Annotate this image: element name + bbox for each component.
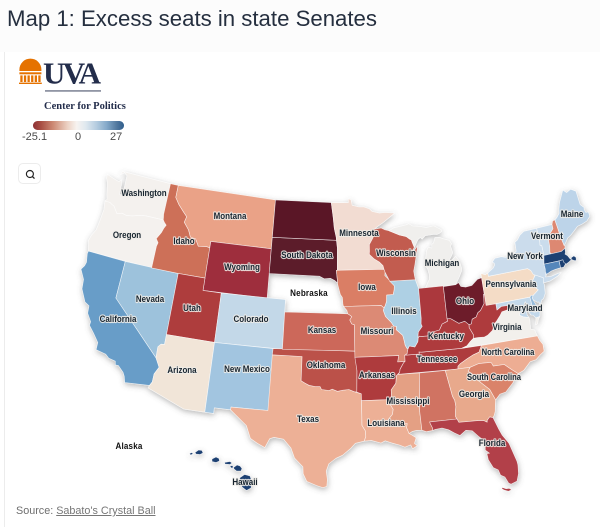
- svg-text:Hawaii: Hawaii: [232, 476, 257, 487]
- svg-text:Maryland: Maryland: [507, 302, 542, 313]
- svg-text:New Mexico: New Mexico: [224, 363, 270, 374]
- svg-text:Missouri: Missouri: [361, 325, 394, 336]
- svg-text:Ohio: Ohio: [456, 295, 475, 306]
- svg-text:Minnesota: Minnesota: [339, 227, 379, 238]
- svg-text:Alaska: Alaska: [115, 440, 142, 451]
- svg-text:Colorado: Colorado: [233, 313, 269, 324]
- svg-text:Arkansas: Arkansas: [359, 369, 395, 380]
- svg-text:Florida: Florida: [479, 437, 506, 448]
- svg-text:New York: New York: [507, 250, 543, 261]
- svg-text:Mississippi: Mississippi: [387, 395, 430, 406]
- svg-text:Nebraska: Nebraska: [290, 287, 328, 298]
- svg-text:Texas: Texas: [297, 413, 319, 424]
- svg-text:California: California: [100, 313, 137, 324]
- svg-text:Nevada: Nevada: [136, 293, 164, 304]
- svg-text:Oklahoma: Oklahoma: [307, 359, 346, 370]
- svg-text:Wyoming: Wyoming: [224, 261, 260, 272]
- svg-text:Pennsylvania: Pennsylvania: [486, 278, 537, 289]
- svg-text:Louisiana: Louisiana: [367, 417, 404, 428]
- svg-text:Maine: Maine: [561, 208, 584, 219]
- svg-text:Vermont: Vermont: [531, 230, 563, 241]
- svg-text:Virginia: Virginia: [492, 321, 521, 332]
- svg-text:Kentucky: Kentucky: [428, 330, 464, 341]
- svg-text:Montana: Montana: [214, 210, 247, 221]
- svg-text:Center for Politics: Center for Politics: [44, 101, 126, 112]
- svg-text:Michigan: Michigan: [425, 257, 460, 268]
- svg-text:South Dakota: South Dakota: [281, 249, 333, 260]
- svg-text:Oregon: Oregon: [113, 229, 141, 240]
- svg-text:North Carolina: North Carolina: [482, 346, 535, 357]
- svg-text:Illinois: Illinois: [391, 305, 416, 316]
- svg-text:Tennessee: Tennessee: [417, 353, 458, 364]
- svg-text:Wisconsin: Wisconsin: [376, 247, 416, 258]
- svg-text:Iowa: Iowa: [358, 281, 376, 292]
- svg-text:UVA: UVA: [43, 57, 102, 91]
- svg-text:Washington: Washington: [121, 187, 166, 198]
- svg-text:South Carolina: South Carolina: [467, 371, 521, 382]
- svg-text:Arizona: Arizona: [167, 364, 196, 375]
- svg-text:Idaho: Idaho: [173, 235, 195, 246]
- svg-text:Utah: Utah: [183, 302, 201, 313]
- svg-text:Georgia: Georgia: [459, 388, 489, 399]
- svg-text:Kansas: Kansas: [308, 324, 336, 335]
